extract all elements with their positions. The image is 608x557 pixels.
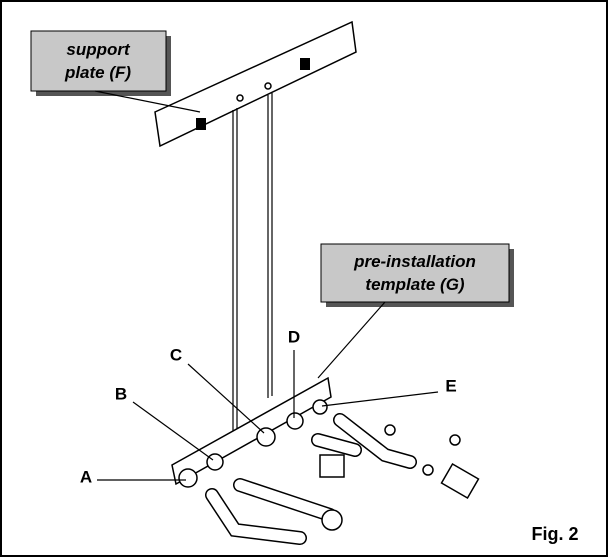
template-hole [179, 469, 197, 487]
plate-hole [265, 83, 271, 89]
washer [423, 465, 433, 475]
plate-clip [300, 58, 310, 70]
plate-hole [237, 95, 243, 101]
label: C [170, 345, 182, 364]
figure-label: Fig. 2 [531, 524, 578, 544]
template-hole [313, 400, 327, 414]
washer [385, 425, 395, 435]
label: D [288, 327, 300, 346]
valve [320, 455, 344, 477]
label: A [80, 467, 92, 486]
plate-clip [196, 118, 206, 130]
callout-text: support [66, 40, 131, 59]
label: E [445, 376, 456, 395]
washer [450, 435, 460, 445]
label: B [115, 384, 127, 403]
template-hole [207, 454, 223, 470]
callout-text: plate (F) [64, 63, 131, 82]
callout-text: template (G) [365, 275, 465, 294]
callout-text: pre-installation [353, 252, 476, 271]
fitting [322, 510, 342, 530]
template-hole [257, 428, 275, 446]
diagram: support plate (F) pre-installation templ… [0, 0, 608, 557]
template-hole [287, 413, 303, 429]
